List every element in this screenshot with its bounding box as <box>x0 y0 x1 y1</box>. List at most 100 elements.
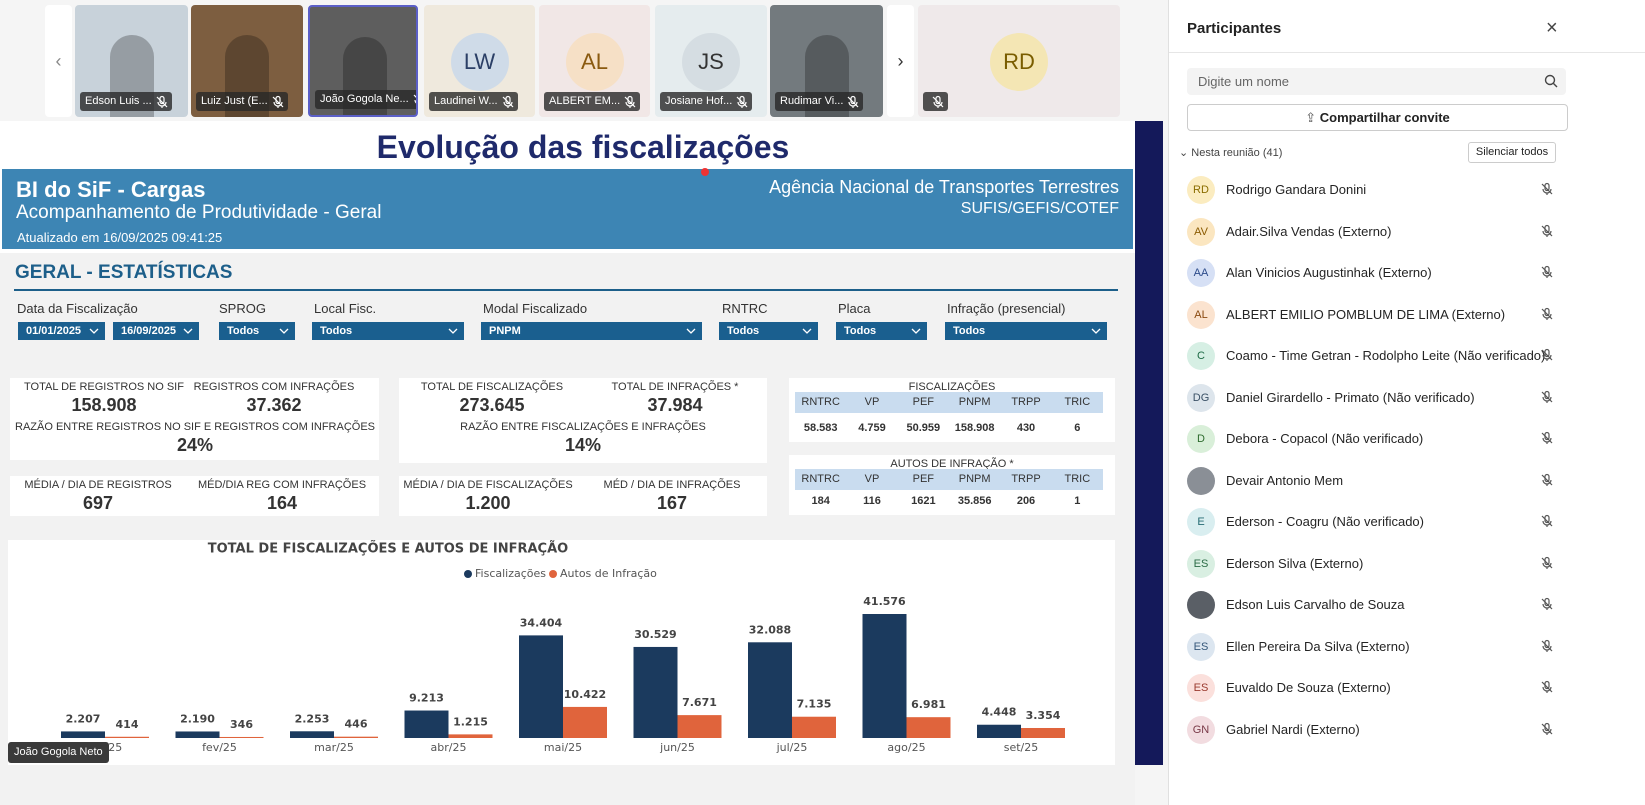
mic-off-icon <box>1540 431 1554 450</box>
section-rule <box>14 289 1118 291</box>
filter-dropdown[interactable]: 16/09/2025 <box>113 322 199 340</box>
value-label: 9.213 <box>409 692 444 705</box>
participant-name: Devair Antonio Mem <box>1226 472 1344 488</box>
filter-dropdown[interactable]: Todos <box>219 322 295 340</box>
participant-row[interactable]: RD Rodrigo Gandara Donini <box>1169 175 1645 205</box>
participant-row[interactable]: AA Alan Vinicios Augustinhak (Externo) <box>1169 258 1645 288</box>
bar <box>1021 727 1065 738</box>
filter-label: Modal Fiscalizado <box>483 301 588 316</box>
legend-label: Autos de Infração <box>560 567 657 580</box>
bar <box>977 724 1021 738</box>
participant-row[interactable]: DG Daniel Girardello - Primato (Não verif… <box>1169 383 1645 413</box>
video-tile[interactable]: Rudimar Vi... <box>770 5 883 117</box>
chart: TOTAL DE FISCALIZAÇÕES E AUTOS DE INFRAÇ… <box>61 541 1065 754</box>
mute-all-button[interactable]: Silenciar todos <box>1468 142 1556 163</box>
participant-row[interactable]: AV Adair.Silva Vendas (Externo) <box>1169 217 1645 247</box>
table-cell: 158.908 <box>954 422 995 434</box>
participant-row[interactable]: Edson Luis Carvalho de Souza <box>1169 590 1645 620</box>
banner-subtitle: Acompanhamento de Produtividade - Geral <box>16 202 382 223</box>
video-tile[interactable]: AL ALBERT EM... <box>539 5 650 117</box>
name-tag: Josiane Hof... <box>660 92 753 111</box>
filter-dropdown[interactable]: 01/01/2025 <box>18 322 105 340</box>
value-label: 30.529 <box>634 628 676 641</box>
participant-name: Daniel Girardello - Primato (Não verific… <box>1226 389 1475 405</box>
mic-off-icon <box>735 95 749 116</box>
value-label: 346 <box>230 718 253 731</box>
table-header: PEF <box>912 473 935 485</box>
table-header: RNTRC <box>801 396 840 408</box>
table-cell: 35.856 <box>957 495 992 507</box>
name-tag: João Gogola Ne... <box>315 90 416 109</box>
participant-row[interactable]: E Ederson - Coagru (Não verificado) <box>1169 507 1645 537</box>
value-label: 6.981 <box>911 698 946 711</box>
bar <box>61 731 105 738</box>
table-cell: 1621 <box>911 495 936 507</box>
participant-row[interactable]: ES Euvaldo De Souza (Externo) <box>1169 673 1645 703</box>
bar <box>748 642 792 738</box>
video-tile[interactable]: RD <box>918 5 1120 117</box>
kpi-value: 1.200 <box>465 493 511 513</box>
video-tile[interactable]: Edson Luis ... <box>75 5 188 117</box>
value-label: 41.576 <box>863 595 906 608</box>
participants-panel: Participantes × Digite um nome ⇪ Compart… <box>1168 0 1645 805</box>
avatar-photo <box>1187 466 1215 495</box>
filter-dropdown[interactable]: Todos <box>836 322 927 340</box>
avatar: AA <box>1187 259 1215 287</box>
chevron <box>89 328 99 334</box>
section-header[interactable]: ⌄ Nesta reunião (41) <box>1179 147 1283 159</box>
bar <box>448 734 493 738</box>
participant-row[interactable]: AL ALBERT EMILIO POMBLUM DE LIMA (Externo… <box>1169 300 1645 330</box>
value-label: 446 <box>345 718 368 731</box>
video-tile[interactable]: Luiz Just (E... <box>191 5 303 117</box>
prev-arrow[interactable]: ‹ <box>45 5 72 117</box>
table-header: PNPM <box>958 473 991 485</box>
mic-off-icon <box>271 95 285 116</box>
video-tile[interactable]: JS Josiane Hof... <box>655 5 767 117</box>
chart-title: TOTAL DE FISCALIZAÇÕES E AUTOS DE INFRAÇ… <box>208 541 568 557</box>
value-label: 7.671 <box>682 696 717 709</box>
bar <box>175 731 220 738</box>
search-box[interactable]: Digite um nome <box>1187 68 1566 95</box>
participant-row[interactable]: ES Ederson Silva (Externo) <box>1169 549 1645 579</box>
slide-title: Evolução das fiscalizações <box>376 129 790 165</box>
x-tick-label: abr/25 <box>431 741 467 754</box>
chart-card: TOTAL DE FISCALIZAÇÕES E AUTOS DE INFRAÇ… <box>8 540 1115 765</box>
filter-dropdown[interactable]: Todos <box>719 322 818 340</box>
table-cell: 58.583 <box>803 422 838 434</box>
table-cell: 116 <box>863 495 881 507</box>
participant-row[interactable]: Devair Antonio Mem <box>1169 466 1645 496</box>
x-tick-label: set/25 <box>1004 741 1039 754</box>
mic-off-icon <box>1540 348 1554 367</box>
avatar: AV <box>1187 217 1215 246</box>
x-tick-label: mar/25 <box>314 741 354 754</box>
kpi-label: TOTAL DE REGISTROS NO SIF <box>24 381 184 393</box>
share-button[interactable]: ⇪ Compartilhar convite <box>1187 104 1568 131</box>
participant-name: Coamo - Time Getran - Rodolpho Leite (Nã… <box>1226 348 1546 363</box>
video-tile[interactable]: LW Laudinei W... <box>424 5 535 117</box>
filter-dropdown[interactable]: Todos <box>312 322 464 340</box>
value-label: 2.253 <box>295 712 330 725</box>
avatar: C <box>1187 342 1215 370</box>
filter-dropdown[interactable]: PNPM <box>481 322 702 340</box>
filter-label: SPROG <box>219 301 266 316</box>
participant-row[interactable]: D Debora - Copacol (Não verificado) <box>1169 424 1645 454</box>
chevron <box>686 328 696 334</box>
table-header: PEF <box>912 396 935 408</box>
section-label: Nesta reunião (41) <box>1191 147 1283 159</box>
name-tag <box>923 92 948 111</box>
ratio-value: 14% <box>564 435 602 455</box>
tile-name: Laudinei W... <box>434 95 498 107</box>
next-arrow[interactable]: › <box>887 5 914 117</box>
avatar-photo <box>1187 591 1215 619</box>
tile-name: João Gogola Ne... <box>320 93 409 105</box>
video-tile[interactable]: João Gogola Ne... <box>308 5 418 117</box>
mic-off-icon <box>1540 473 1554 492</box>
participant-row[interactable]: C Coamo - Time Getran - Rodolpho Leite (N… <box>1169 341 1645 371</box>
close-button[interactable]: × <box>1546 17 1558 39</box>
participant-row[interactable]: GN Gabriel Nardi (Externo) <box>1169 715 1645 745</box>
mic-off-icon <box>412 93 416 114</box>
tile-name: ALBERT EM... <box>549 95 621 107</box>
filter-dropdown[interactable]: Todos <box>945 322 1107 340</box>
participant-row[interactable]: ES Ellen Pereira Da Silva (Externo) <box>1169 632 1645 662</box>
